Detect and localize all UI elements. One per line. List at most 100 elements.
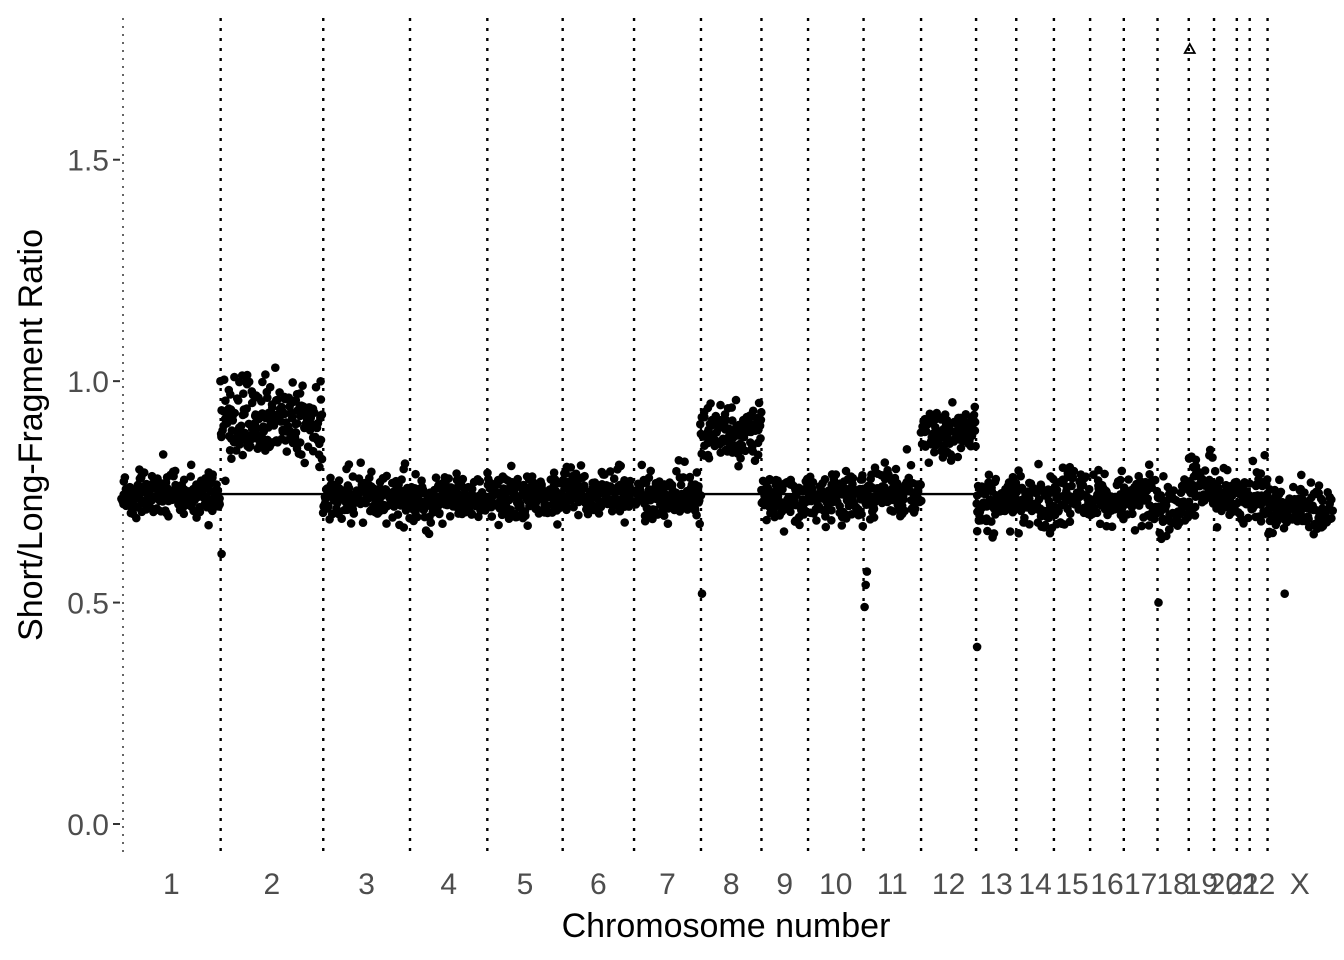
data-point xyxy=(970,426,980,436)
data-point xyxy=(1289,482,1298,492)
data-point xyxy=(812,516,821,525)
data-point xyxy=(431,473,441,483)
data-point xyxy=(1162,531,1171,541)
data-point xyxy=(1144,460,1154,470)
x-tick-label: 19 xyxy=(1185,868,1218,901)
data-point xyxy=(225,446,235,455)
data-point xyxy=(393,510,403,519)
data-point xyxy=(1066,509,1075,518)
data-point xyxy=(1190,502,1200,512)
data-point xyxy=(1058,463,1068,473)
data-point xyxy=(1144,521,1154,530)
data-point xyxy=(549,468,559,478)
data-point xyxy=(337,514,347,523)
data-point xyxy=(827,516,836,525)
data-point xyxy=(239,389,248,399)
data-point xyxy=(696,419,705,429)
data-point xyxy=(1078,481,1088,490)
data-point xyxy=(316,395,326,404)
data-point xyxy=(672,466,681,476)
data-point xyxy=(1169,486,1178,495)
data-point xyxy=(1052,485,1062,495)
data-point xyxy=(1200,466,1210,475)
data-point xyxy=(1165,525,1174,534)
data-point xyxy=(755,421,765,431)
data-point xyxy=(1268,528,1277,538)
data-point xyxy=(349,509,359,518)
data-point xyxy=(848,473,858,483)
data-point xyxy=(311,382,321,392)
data-point xyxy=(139,468,149,477)
data-point xyxy=(956,443,966,453)
data-point xyxy=(679,473,688,482)
data-point xyxy=(265,382,275,392)
chromosome-13-points xyxy=(972,470,1021,542)
data-point xyxy=(983,526,992,536)
data-point xyxy=(1137,521,1146,531)
data-point xyxy=(721,415,731,425)
data-point xyxy=(215,500,224,509)
chromosome-7-points xyxy=(630,456,706,529)
data-point xyxy=(736,454,745,463)
data-point xyxy=(509,487,519,497)
data-point xyxy=(921,426,931,436)
data-point xyxy=(120,473,130,482)
data-point xyxy=(179,475,189,485)
data-point xyxy=(667,480,677,490)
data-point xyxy=(1210,466,1220,476)
data-point xyxy=(748,406,758,416)
data-point xyxy=(762,515,771,525)
data-point xyxy=(1116,475,1125,485)
data-point xyxy=(916,480,925,490)
data-point xyxy=(537,480,546,489)
data-point xyxy=(1215,476,1224,485)
data-point xyxy=(731,395,741,405)
data-point xyxy=(356,458,366,468)
data-point xyxy=(1190,511,1200,520)
data-point xyxy=(727,403,736,412)
data-point xyxy=(310,408,319,418)
data-point xyxy=(598,470,608,479)
data-point xyxy=(646,466,655,476)
data-point xyxy=(574,510,583,520)
data-point xyxy=(566,463,576,472)
data-point xyxy=(317,454,327,464)
data-point xyxy=(424,529,434,539)
data-point xyxy=(1124,475,1133,484)
x-tick-label: 9 xyxy=(776,868,793,901)
data-point xyxy=(1275,475,1284,485)
x-tick-label: 14 xyxy=(1018,868,1051,901)
data-point xyxy=(1016,471,1025,481)
data-point xyxy=(499,508,509,518)
data-point xyxy=(616,461,625,471)
data-point xyxy=(1117,466,1127,476)
data-point xyxy=(910,504,920,514)
data-point xyxy=(902,445,912,454)
chromosome-1-points xyxy=(117,450,224,530)
data-point xyxy=(821,522,831,532)
x-tick-label: 1 xyxy=(163,868,180,901)
data-point xyxy=(795,520,804,530)
data-point xyxy=(1069,466,1079,476)
data-point xyxy=(644,473,654,483)
data-point xyxy=(1251,481,1261,491)
data-point xyxy=(827,505,836,515)
data-point xyxy=(435,508,444,518)
data-point xyxy=(1260,450,1269,460)
data-point xyxy=(344,460,354,469)
data-point xyxy=(869,513,879,522)
data-point xyxy=(972,526,982,536)
data-point xyxy=(1150,475,1160,485)
data-point xyxy=(631,500,641,509)
data-point xyxy=(1065,517,1075,526)
data-point xyxy=(208,470,217,479)
data-point xyxy=(1092,508,1102,518)
data-point xyxy=(1300,488,1309,497)
data-point xyxy=(1161,501,1171,510)
data-point xyxy=(553,520,562,529)
data-point xyxy=(288,378,298,387)
data-point xyxy=(765,474,774,484)
data-point xyxy=(452,469,461,478)
data-point xyxy=(695,519,704,529)
chromosome-5-points xyxy=(483,461,567,530)
